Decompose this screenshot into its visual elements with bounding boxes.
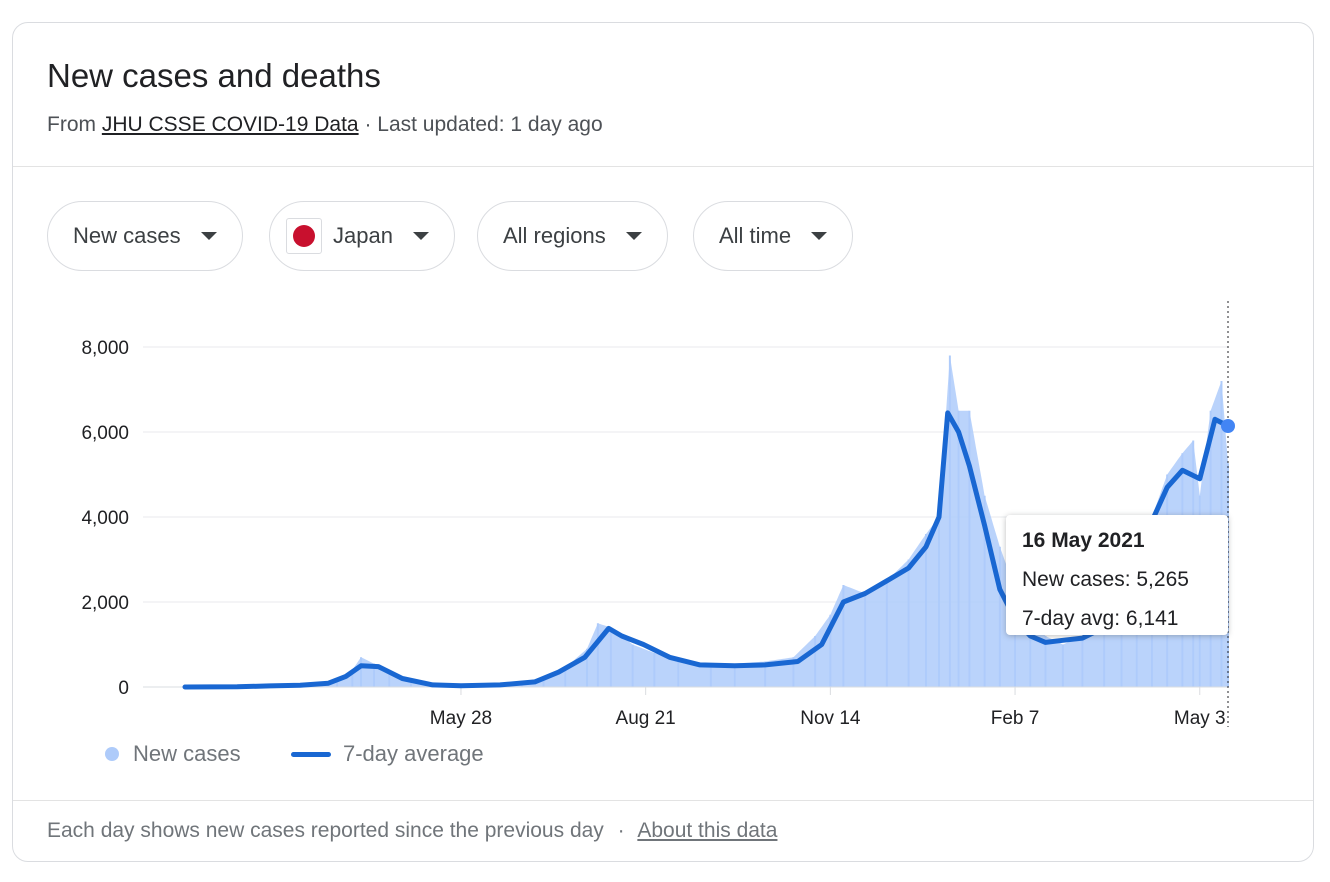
country-label: Japan [333,223,393,248]
legend-new-cases[interactable]: New cases [105,741,241,767]
footer: Each day shows new cases reported since … [47,819,777,843]
footer-note: Each day shows new cases reported since … [47,819,604,842]
caret-down-icon [200,232,217,240]
about-data-link[interactable]: About this data [637,819,778,842]
legend-bar-swatch [105,747,119,761]
cases-chart[interactable]: 0 2,000 4,000 6,000 8,000 May 28 Aug 21 Nov 14 F… [13,23,1313,743]
region-label: All regions [503,223,606,248]
legend-line-swatch [291,751,331,757]
legend-average[interactable]: 7-day average [291,741,484,767]
header-divider [13,166,1313,167]
source-line: From JHU CSSE COVID-19 Data · Last updat… [47,113,603,137]
footer-divider [13,800,1313,801]
y-tick-label: 2,000 [81,593,129,614]
last-updated: Last updated: 1 day ago [377,113,603,136]
tooltip-new-cases: New cases: 5,265 [1022,568,1189,591]
caret-down-icon [625,232,642,240]
source-link[interactable]: JHU CSSE COVID-19 Data [101,113,359,136]
region-dropdown[interactable]: All regions [477,201,668,271]
tooltip-date: 16 May 2021 [1022,529,1145,552]
x-tick-label: Nov 14 [800,708,861,729]
country-dropdown[interactable]: Japan [269,201,455,271]
y-tick-label: 4,000 [81,508,129,529]
bar-area [185,355,1228,687]
legend-average-label: 7-day average [343,741,484,766]
metric-dropdown[interactable]: New cases [47,201,243,271]
legend-new-cases-label: New cases [133,741,241,766]
time-range-dropdown[interactable]: All time [693,201,854,271]
y-tick-label: 8,000 [81,338,129,359]
y-tick-label: 0 [118,678,129,699]
card-title: New cases and deaths [47,57,381,94]
source-prefix: From [47,113,96,136]
x-tick-label: Feb 7 [991,708,1040,729]
x-tick-label: May 3 [1174,708,1226,729]
chart-card: New cases and deaths From JHU CSSE COVID… [12,22,1314,862]
y-tick-label: 6,000 [81,423,129,444]
chart-tooltip: 16 May 2021 New cases: 5,265 7-day avg: … [1006,515,1228,635]
footer-separator: · [617,819,625,842]
time-range-label: All time [719,223,792,248]
tooltip-average: 7-day avg: 6,141 [1022,607,1179,630]
caret-down-icon [811,232,828,240]
hover-marker [1221,419,1235,434]
japan-flag-icon [286,218,322,254]
source-separator: · [364,113,372,136]
x-tick-label: Aug 21 [616,708,676,729]
caret-down-icon [412,232,429,240]
x-tick-label: May 28 [430,708,492,729]
metric-label: New cases [73,223,181,248]
